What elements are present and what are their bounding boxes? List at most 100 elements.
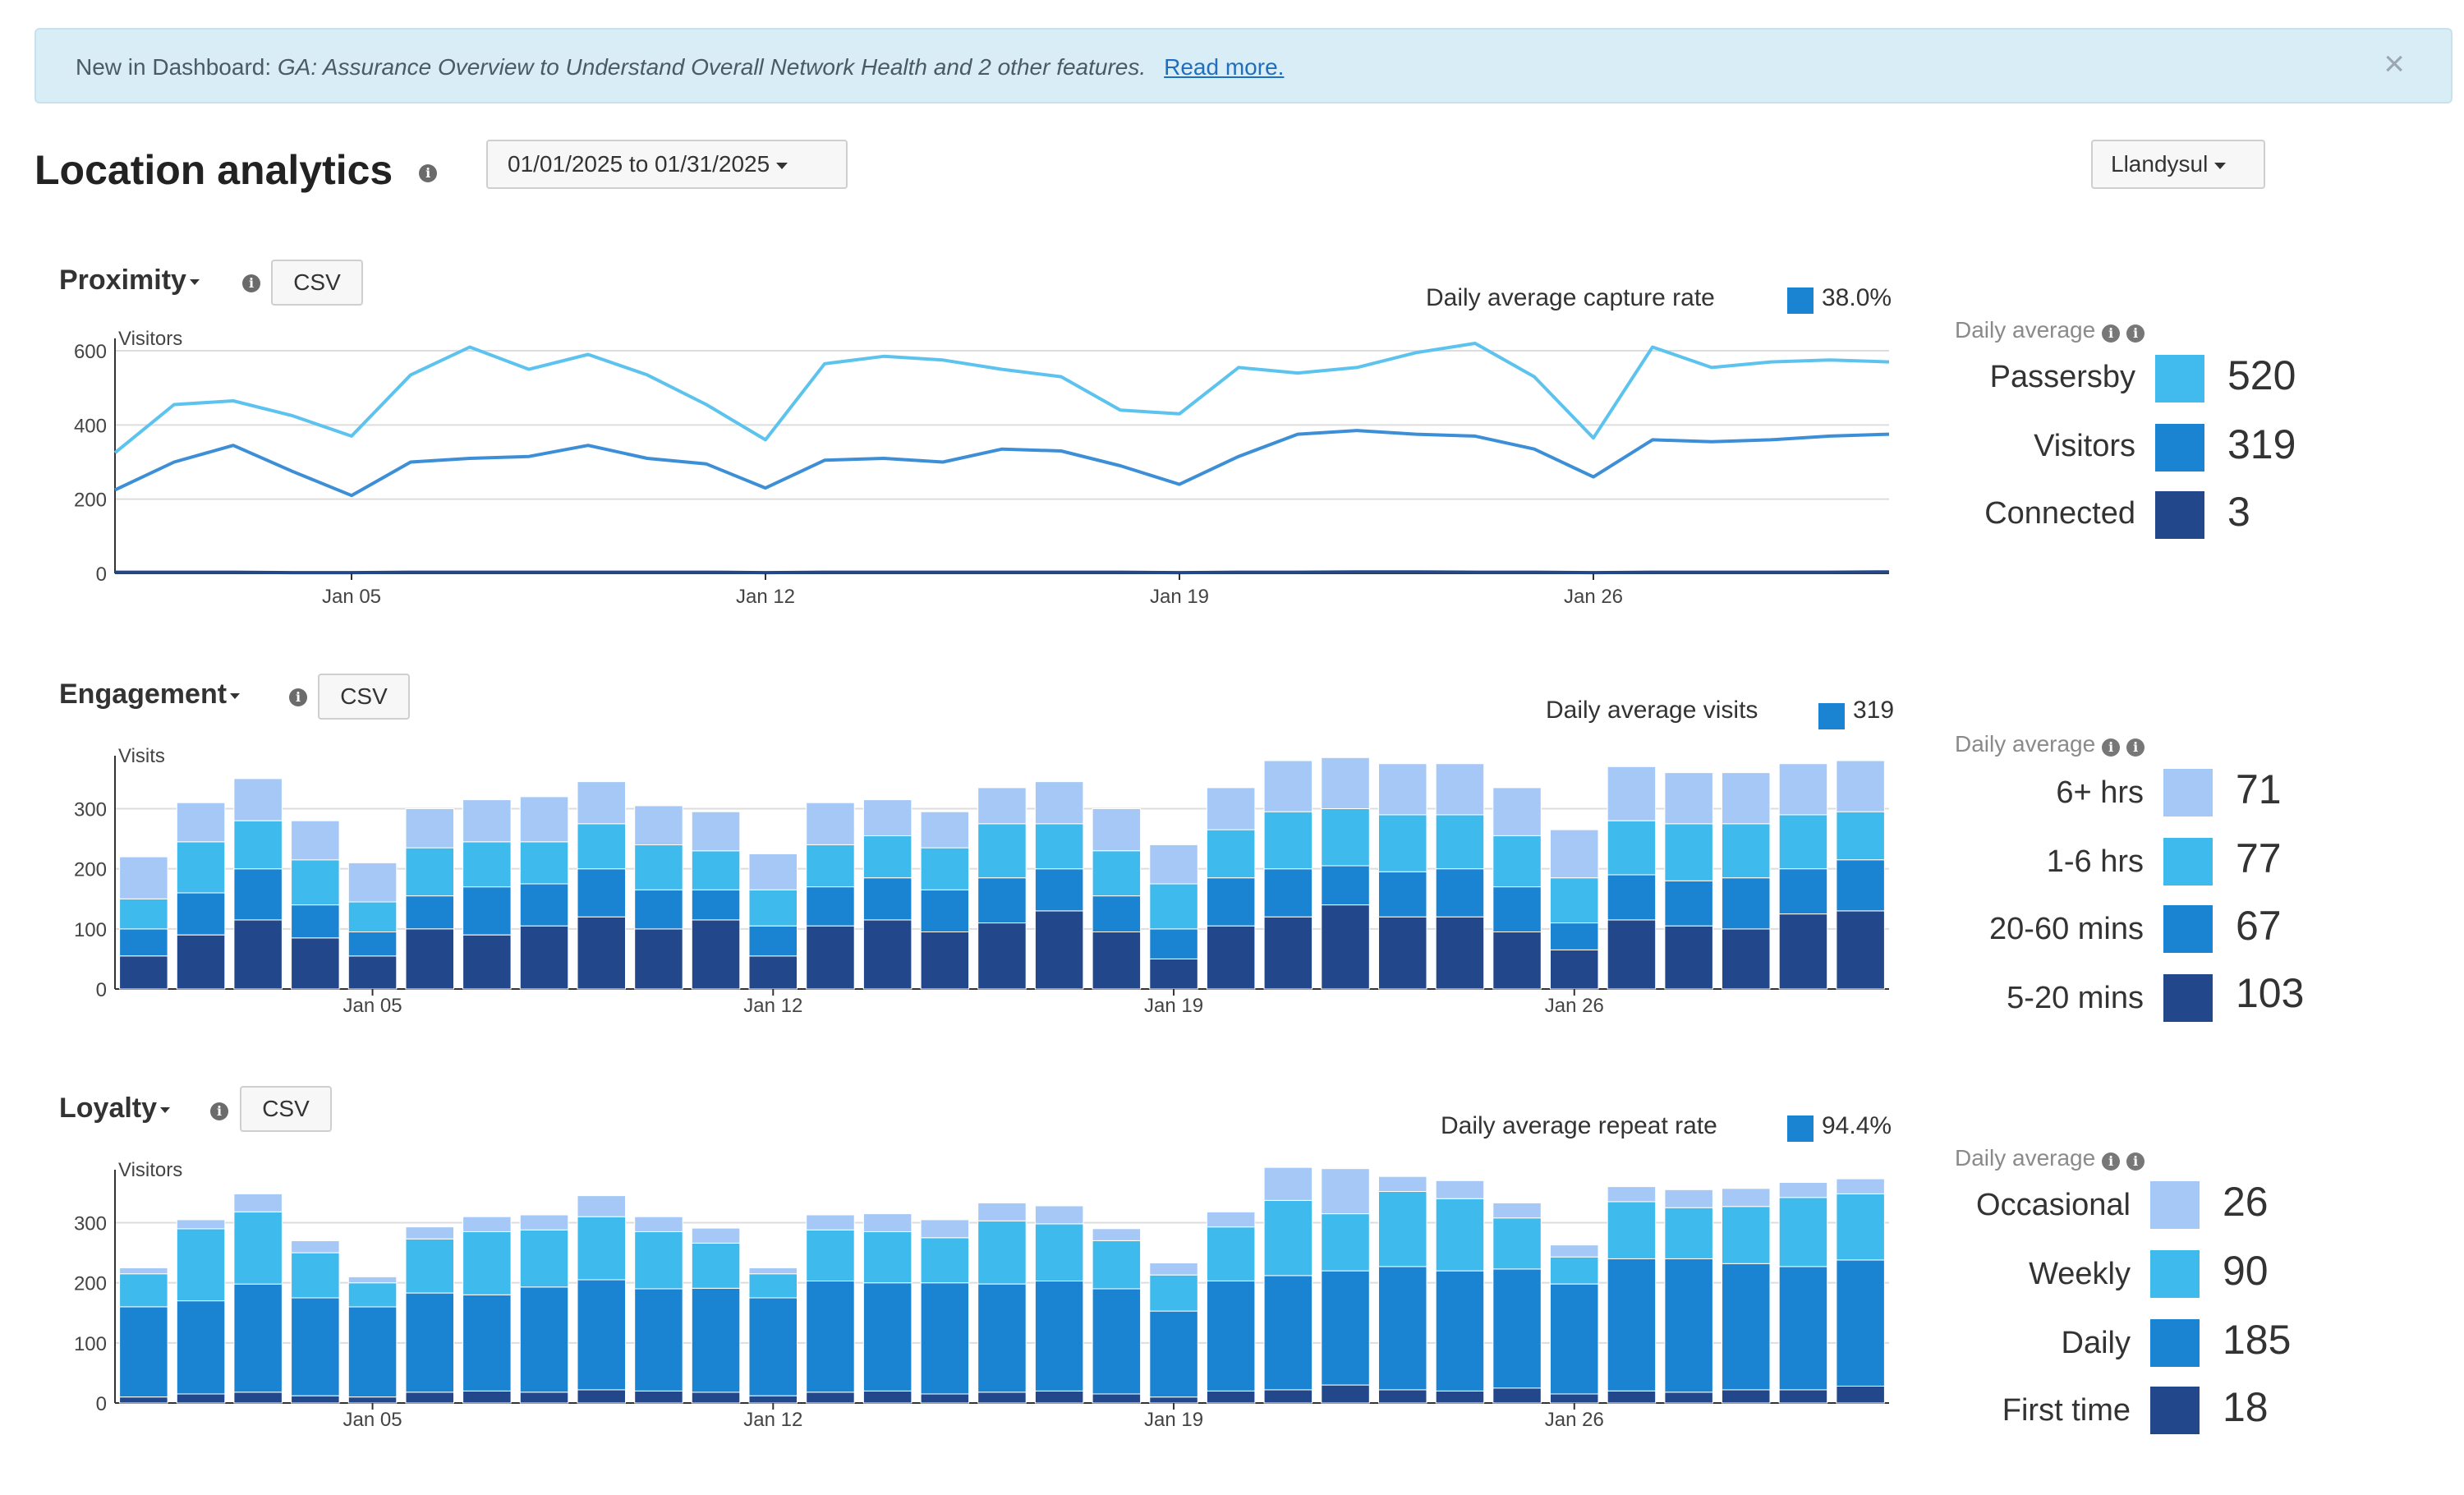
chart3-bar-weekly [1321,1213,1370,1272]
info-icon[interactable]: i [2102,738,2121,757]
chart3-bar-occasional [1722,1188,1771,1208]
proximity-title[interactable]: Proximity [59,264,200,297]
chart2-bar-20-60-mins [1378,871,1427,918]
chart2-bar-6-hrs [1435,763,1485,816]
loyalty-title[interactable]: Loyalty [59,1092,171,1125]
chart2-bar-20-60-mins [1778,868,1828,915]
chart3-bar-first-time [977,1392,1027,1404]
chart2-bar-6-hrs [176,802,226,843]
chart3-bar-first-time [1492,1387,1542,1404]
chart1-x-tick-label: Jan 05 [322,586,381,608]
legend-swatch-visitors [2155,424,2204,472]
chart3-bar-weekly [920,1237,970,1284]
chevron-down-icon [230,692,241,699]
read-more-link[interactable]: Read more. [1164,54,1285,80]
info-icon[interactable]: i [2126,324,2145,343]
chart2-bar-1-6-hrs [119,898,168,930]
loyalty-csv-button[interactable]: CSV [240,1086,332,1132]
info-icon[interactable]: i [2126,1152,2145,1171]
chart2-bar-20-60-mins [1206,877,1256,927]
chart3-bar-weekly [405,1238,454,1294]
proximity-avg-value: 38.0% [1822,284,1892,311]
info-icon[interactable]: i [2102,1152,2121,1171]
chart2-bar-20-60-mins [1664,880,1713,927]
chart2-x-tick-label: Jan 19 [1144,995,1203,1017]
chart3-y-tick-label: 200 [74,1273,107,1295]
chart2-bar-1-6-hrs [519,841,569,885]
chart1-line-visitors [114,429,1890,498]
chart3-bar-daily [577,1279,626,1391]
engagement-title-text: Engagement [59,678,228,710]
chart3-bar-first-time [1378,1389,1427,1404]
chart2-bar-1-6-hrs [405,847,454,897]
chart2-bar-5-20-mins [405,928,454,990]
chart2-bar-20-60-mins [634,889,683,930]
info-icon[interactable]: i [2102,324,2121,343]
engagement-title[interactable]: Engagement [59,678,241,711]
chart3-bar-first-time [748,1395,798,1404]
chart2-bar-1-6-hrs [806,844,855,888]
chart2-bar-6-hrs [347,862,398,903]
chart2-bar-5-20-mins [1092,932,1142,990]
chart2-bar-6-hrs [405,808,454,849]
chart2-bar-1-6-hrs [977,823,1027,879]
close-icon[interactable]: × [2384,44,2405,84]
chart3-bar-occasional [233,1193,283,1212]
chart3-bar-occasional [347,1276,398,1284]
date-range-dropdown[interactable]: 01/01/2025 to 01/31/2025 [486,140,848,189]
legend-value-weekly: 90 [2223,1248,2269,1294]
info-icon[interactable]: i [2126,738,2145,757]
info-icon[interactable]: i [210,1102,228,1120]
chart3-bar-daily [1778,1266,1828,1391]
chart3-bar-first-time [806,1392,855,1404]
engagement-csv-button[interactable]: CSV [318,674,410,720]
chart3-bar-occasional [1034,1205,1084,1225]
chart2-bar-6-hrs [806,802,855,845]
chart2-bar-20-60-mins [1435,868,1485,918]
chevron-down-icon [2214,162,2227,169]
banner-feature-text: GA: Assurance Overview to Understand Ove… [277,54,1147,80]
chart3-bar-weekly [1607,1201,1657,1259]
chart3-bar-daily [1321,1270,1370,1386]
info-icon[interactable]: i [419,163,438,182]
chart2-bar-1-6-hrs [1263,811,1313,870]
legend-label-visitors: Visitors [2034,429,2135,463]
page-title: Location analytics i [34,146,438,194]
chart3-bar-daily [462,1294,512,1392]
legend-swatch-connected [2155,491,2204,539]
chart2-bar-20-60-mins [920,889,970,933]
engagement-avg-value: 319 [1853,697,1895,724]
chart2-bar-6-hrs [920,811,970,849]
chart3-bar-occasional [1092,1228,1142,1241]
chart3-bar-first-time [347,1396,398,1404]
chart3-bar-occasional [634,1216,683,1232]
chart2-bar-6-hrs [1092,808,1142,852]
chart3-bar-occasional [1378,1175,1427,1192]
chart2-bar-6-hrs [1836,760,1885,812]
chart3-bar-daily [1149,1310,1198,1398]
chevron-down-icon [189,278,200,285]
chart2-bar-1-6-hrs [862,835,913,879]
chart3-bar-daily [176,1300,226,1395]
proximity-csv-button[interactable]: CSV [271,260,363,306]
chart3-bar-weekly [748,1273,798,1299]
chart2-bar-5-20-mins [1263,916,1313,990]
loyalty-title-text: Loyalty [59,1092,158,1124]
chart3-bar-weekly [291,1252,340,1299]
location-dropdown[interactable]: Llandysul [2091,140,2265,189]
legend-label-6plus-hrs: 6+ hrs [2056,775,2144,810]
chart3-bar-first-time [1435,1390,1485,1404]
banner-text: New in Dashboard: GA: Assurance Overview… [76,54,1284,80]
chart3-bar-occasional [405,1226,454,1240]
chart2-bar-5-20-mins [691,919,741,990]
info-icon[interactable]: i [289,688,307,706]
info-icon[interactable]: i [242,274,260,292]
chart3-bar-weekly [462,1231,512,1295]
chart3-bar-occasional [977,1202,1027,1221]
chart2-bar-5-20-mins [1378,916,1427,990]
chart2-bar-1-6-hrs [1778,814,1828,870]
chart3-bar-weekly [1435,1198,1485,1272]
chart2-bar-5-20-mins [1607,919,1657,990]
chart2-x-tick-label: Jan 12 [743,995,802,1017]
chart2-bar-6-hrs [577,781,626,825]
